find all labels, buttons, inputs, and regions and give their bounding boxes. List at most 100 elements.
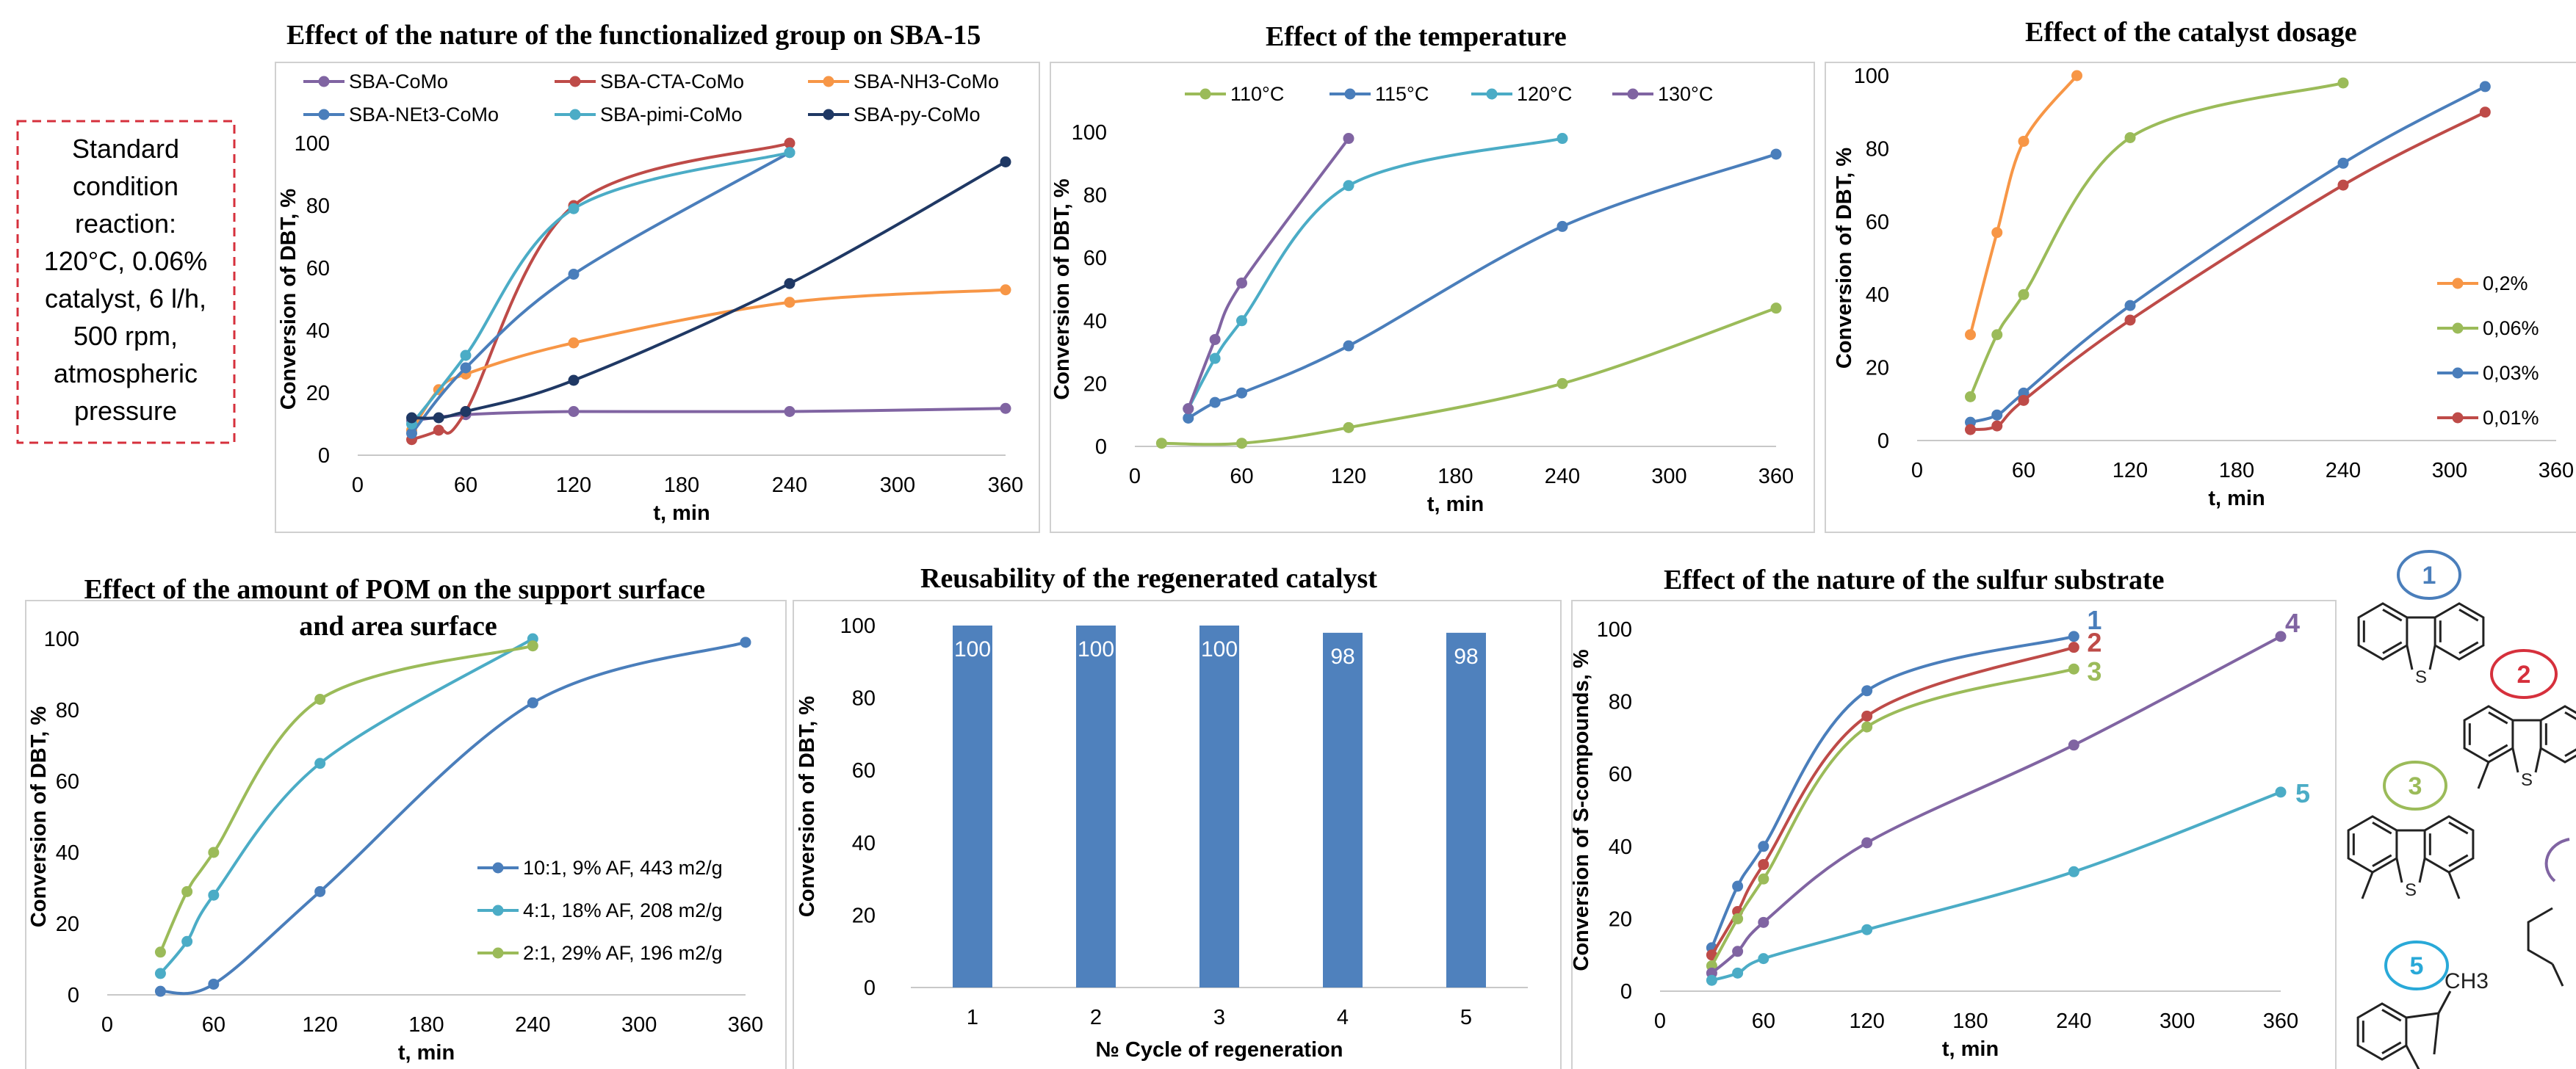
y-tick-label: 20 [56, 913, 79, 936]
bar-group: 100 3 [1199, 626, 1239, 1029]
data-point [1556, 220, 1568, 232]
x-tick-label: 240 [2056, 1010, 2091, 1033]
ring-bond [2418, 858, 2426, 883]
series-line [411, 160, 1006, 420]
compound-number: 5 [2410, 952, 2424, 980]
x-tick-label: 0 [352, 474, 364, 497]
bar [1076, 626, 1116, 988]
data-point [1861, 837, 1873, 849]
bar [1323, 632, 1363, 988]
x-tick-label: 60 [2012, 459, 2035, 482]
y-tick-label: 100 [1854, 65, 1889, 88]
series-line [1710, 634, 2074, 949]
y-tick-label: 80 [306, 195, 330, 218]
x-tick-label: 180 [1437, 465, 1473, 488]
ring-bond [2534, 747, 2542, 773]
legend-entry: 0,03% [2437, 362, 2539, 384]
x-axis-label: t, min [398, 1041, 455, 1065]
series-line [159, 637, 534, 975]
data-point [1343, 180, 1354, 192]
data-point [1770, 302, 1782, 314]
y-tick-label: 20 [1083, 372, 1107, 396]
note-box [16, 120, 236, 444]
bar-value-label: 100 [954, 637, 991, 662]
y-axis-label: Conversion of DBT, % [27, 706, 51, 928]
y-tick-label: 40 [1609, 836, 1632, 859]
compound-1-structure: 1S [2357, 550, 2485, 687]
x-tick-label: 0 [1654, 1010, 1666, 1033]
series-5 [406, 147, 795, 430]
bar [1446, 632, 1486, 988]
compound-4-badge-partial [2544, 838, 2570, 883]
methyl-bond [2437, 990, 2452, 1014]
legend-swatch-marker [492, 905, 504, 916]
data-point [1758, 916, 1769, 928]
compound-number: 3 [2409, 772, 2422, 800]
series-2 [1965, 77, 2349, 402]
x-tick-label: 120 [2113, 459, 2148, 482]
data-point [2068, 642, 2079, 653]
x-axis-label: t, min [1942, 1037, 1999, 1061]
legend-entry: SBA-py-CoMo [808, 104, 981, 126]
x-tick-label: 360 [1758, 465, 1794, 488]
legend-label: 0,01% [2483, 407, 2539, 429]
note-line-3: reaction: [75, 209, 176, 239]
data-point [1770, 148, 1782, 160]
legend-swatch-marker [2452, 278, 2464, 289]
series-4 [1706, 631, 2287, 979]
y-tick-label: 100 [1072, 121, 1107, 145]
data-point [1732, 913, 1744, 924]
series-4 [1183, 133, 1354, 415]
double-bond [2564, 711, 2576, 720]
data-point [784, 137, 795, 149]
sulfur-atom-label: S [2521, 770, 2533, 790]
series-3 [154, 640, 538, 958]
legend-label: 0,2% [2483, 272, 2528, 294]
data-point [1556, 377, 1568, 389]
x-tick-label: 0 [101, 1013, 113, 1037]
y-tick-label: 0 [68, 984, 79, 1007]
benzene-ring [2463, 705, 2514, 764]
compound-number-badge [2384, 941, 2449, 990]
data-point [1758, 841, 1769, 852]
data-point [1000, 284, 1011, 296]
methyl-bond [2447, 871, 2461, 899]
data-point [1236, 387, 1247, 399]
bar-value-label: 100 [1078, 637, 1114, 662]
data-point [2068, 663, 2079, 675]
double-bond [2564, 748, 2576, 757]
series-3 [1965, 81, 2491, 428]
x-tick-label: 360 [2539, 459, 2574, 482]
compound-4-structure [2527, 838, 2570, 987]
x-tick-label: 120 [556, 474, 591, 497]
x-tick-label: 120 [302, 1013, 337, 1037]
compound-3-structure: 3S [2347, 761, 2475, 900]
data-point [1991, 227, 2003, 239]
x-tick-label: 120 [1331, 465, 1366, 488]
legend-entry: 0,01% [2437, 407, 2539, 429]
benzene-ring [2539, 705, 2576, 764]
legend-entry: 4:1, 18% AF, 208 m2/g [477, 899, 723, 921]
double-bond [2381, 1009, 2402, 1022]
y-tick-label: 20 [306, 382, 330, 405]
sulfur-atom-label: S [2415, 667, 2427, 687]
x-tick-label: 240 [515, 1013, 550, 1037]
data-point [181, 935, 193, 947]
chart-1-plot: 0 60 120 180 240 300 360 0 20 40 60 80 100 t, min Conv… [277, 70, 1023, 525]
series-4 [1965, 106, 2491, 435]
series-5 [1706, 786, 2287, 986]
legend-label: SBA-pimi-CoMo [600, 104, 743, 126]
series-1 [1155, 302, 1782, 449]
legend-entry: SBA-NH3-CoMo [808, 70, 999, 93]
data-point [1991, 409, 2003, 421]
data-point [314, 885, 326, 897]
data-point [1343, 421, 1354, 433]
y-tick-label: 40 [56, 841, 79, 865]
double-bond [2458, 641, 2479, 654]
series-line [1969, 85, 2486, 424]
data-point [527, 697, 538, 709]
bar-group: 100 1 [953, 626, 992, 1029]
series-1 [406, 402, 1011, 427]
chart-3-legend: 0,2% 0,06% 0,03% 0,01% [2437, 272, 2539, 429]
